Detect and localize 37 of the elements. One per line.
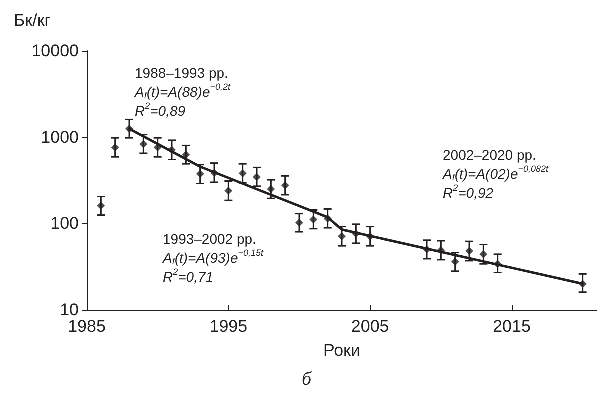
point [253,173,261,182]
point [578,280,587,288]
point [210,169,218,178]
x-axis-title: Роки [324,341,360,360]
y-axis-title: Бк/кг [14,11,51,30]
y-tick-label: 10000 [32,42,79,60]
point [352,230,360,238]
point [281,181,290,190]
text: б [302,369,313,390]
x-tick-label: 2015 [493,317,531,336]
point [437,246,446,254]
point [338,232,346,241]
point [423,246,431,254]
point [224,186,233,195]
x-tick-label: 1985 [68,317,106,336]
point [111,144,120,152]
point [310,216,318,224]
point [168,146,176,154]
point [97,202,106,210]
y-tick-label: 1000 [41,128,79,147]
point [196,170,204,178]
y-tick-label: 10 [60,300,79,320]
point [366,232,374,241]
point [182,150,190,159]
point [140,140,148,148]
point [267,185,276,194]
point [296,218,304,227]
point [126,124,134,133]
x-tick-label: 2005 [351,317,390,336]
point [324,214,332,223]
point [451,258,460,266]
point [154,144,162,152]
point [466,247,474,256]
point [238,170,247,178]
y-tick-label: 100 [50,214,79,234]
x-tick-label: 1995 [210,317,248,336]
point [480,250,488,258]
